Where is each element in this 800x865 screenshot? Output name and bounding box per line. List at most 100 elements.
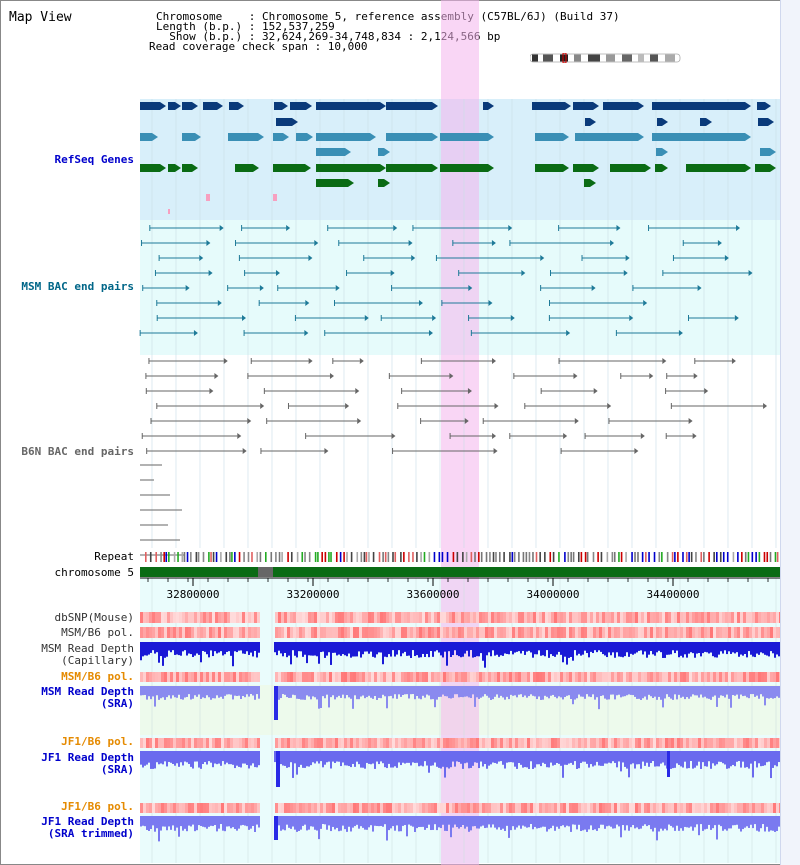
jf1-read-depth-sra-label-1[interactable]: JF1 Read Depth <box>41 751 134 764</box>
msm-b6-pol-label[interactable]: MSM/B6 pol. <box>61 626 134 639</box>
polymorphism-cell <box>452 627 455 638</box>
read-depth-bar <box>316 751 318 762</box>
read-depth-bar <box>492 642 494 651</box>
polymorphism-cell <box>650 672 653 682</box>
polymorphism-cell <box>596 738 599 748</box>
read-depth-bar <box>324 751 326 765</box>
polymorphism-cell <box>629 612 632 623</box>
selected-region-highlight[interactable] <box>441 0 479 865</box>
read-depth-bar <box>640 751 642 769</box>
read-depth-bar <box>706 686 708 699</box>
read-depth-bar <box>390 686 392 696</box>
polymorphism-cell <box>770 627 773 638</box>
gene-strand-arrow <box>195 133 201 141</box>
polymorphism-cell <box>455 627 458 638</box>
read-depth-bar <box>636 816 638 828</box>
polymorphism-cell <box>713 803 716 813</box>
repeat-element <box>231 552 233 562</box>
polymorphism-cell <box>728 738 731 748</box>
msm-read-depth-sra-label-1[interactable]: MSM Read Depth <box>41 685 134 698</box>
read-depth-bar <box>734 642 736 654</box>
read-depth-bar <box>768 642 770 657</box>
repeat-element <box>190 552 192 562</box>
chromosome-ideogram[interactable] <box>530 53 682 63</box>
polymorphism-cell <box>293 612 296 623</box>
polymorphism-cell <box>683 738 686 748</box>
polymorphism-cell <box>434 803 437 813</box>
msm-read-depth-capillary-label-2[interactable]: (Capillary) <box>61 654 134 667</box>
read-depth-bar <box>394 816 396 831</box>
read-depth-bar <box>618 751 620 762</box>
polymorphism-cell <box>275 627 278 638</box>
polymorphism-cell <box>677 672 680 682</box>
repeat-element <box>503 552 505 562</box>
b6n-bac-end-pairs-label[interactable]: B6N BAC end pairs <box>21 445 134 458</box>
read-depth-bar <box>348 642 350 654</box>
read-depth-bar <box>660 751 662 764</box>
read-depth-bar <box>402 751 404 763</box>
read-depth-bar <box>336 686 338 698</box>
read-depth-bar <box>244 816 246 826</box>
jf1-b6-pol-label[interactable]: JF1/B6 pol. <box>61 735 134 748</box>
jf1-b6-pol-label-2[interactable]: JF1/B6 pol. <box>61 800 134 813</box>
polymorphism-cell <box>209 612 212 623</box>
polymorphism-cell <box>632 738 635 748</box>
read-depth-bar <box>424 751 426 762</box>
read-depth-bar <box>722 816 724 831</box>
read-depth-bar <box>418 686 420 699</box>
jf1-read-depth-sra-label-2[interactable]: (SRA) <box>100 763 134 776</box>
repeat-element <box>400 552 402 562</box>
polymorphism-cell <box>335 612 338 623</box>
read-depth-bar <box>496 816 498 830</box>
read-depth-bar <box>704 816 706 830</box>
read-depth-bar <box>506 686 508 697</box>
polymorphism-cell <box>365 738 368 748</box>
read-depth-bar <box>646 686 648 700</box>
polymorphism-cell <box>614 803 617 813</box>
vertical-scrollbar[interactable] <box>780 0 800 865</box>
polymorphism-cell <box>389 738 392 748</box>
repeat-element <box>363 552 366 562</box>
msm-b6-pol-label-2[interactable]: MSM/B6 pol. <box>61 670 134 683</box>
read-depth-bar <box>464 642 466 654</box>
read-depth-bar <box>332 642 334 653</box>
msm-read-depth-sra-label-2[interactable]: (SRA) <box>100 697 134 710</box>
msm-bac-end-pairs-label[interactable]: MSM BAC end pairs <box>21 280 134 293</box>
msm-read-depth-capillary-label-1[interactable]: MSM Read Depth <box>41 642 134 655</box>
polymorphism-cell <box>236 738 239 748</box>
read-depth-bar <box>752 642 754 657</box>
read-depth-bar <box>634 751 636 769</box>
refseq-genes-label[interactable]: RefSeq Genes <box>54 153 134 166</box>
dbsnp-label[interactable]: dbSNP(Mouse) <box>54 611 134 624</box>
bac-end-right <box>640 433 645 439</box>
polymorphism-cell <box>611 612 614 623</box>
polymorphism-cell <box>527 803 530 813</box>
polymorphism-cell <box>218 627 221 638</box>
polymorphism-cell <box>164 672 167 682</box>
read-depth-bar <box>372 642 374 657</box>
polymorphism-cell <box>743 612 746 623</box>
read-depth-bar <box>320 642 322 653</box>
read-depth-bar <box>678 751 680 765</box>
repeat-element <box>287 552 289 562</box>
read-depth-bar <box>370 642 372 652</box>
read-depth-bar <box>434 751 436 763</box>
polymorphism-cell <box>701 738 704 748</box>
read-depth-bar <box>242 686 244 696</box>
polymorphism-cell <box>167 803 170 813</box>
read-depth-bar <box>352 642 354 657</box>
jf1-read-depth-trimmed-label-2[interactable]: (SRA trimmed) <box>47 827 134 840</box>
read-depth-bar <box>286 816 288 825</box>
read-depth-bar <box>766 642 768 656</box>
jf1-read-depth-trimmed-label-1[interactable]: JF1 Read Depth <box>41 815 134 828</box>
read-depth-bar <box>384 816 386 825</box>
read-depth-bar <box>282 816 284 830</box>
polymorphism-cell <box>503 612 506 623</box>
read-depth-bar <box>556 642 558 655</box>
polymorphism-cell <box>347 627 350 638</box>
read-depth-bar <box>226 816 228 827</box>
repeat-element <box>428 552 431 562</box>
polymorphism-cell <box>659 627 662 638</box>
polymorphism-cell <box>152 738 155 748</box>
polymorphism-cell <box>317 612 320 623</box>
